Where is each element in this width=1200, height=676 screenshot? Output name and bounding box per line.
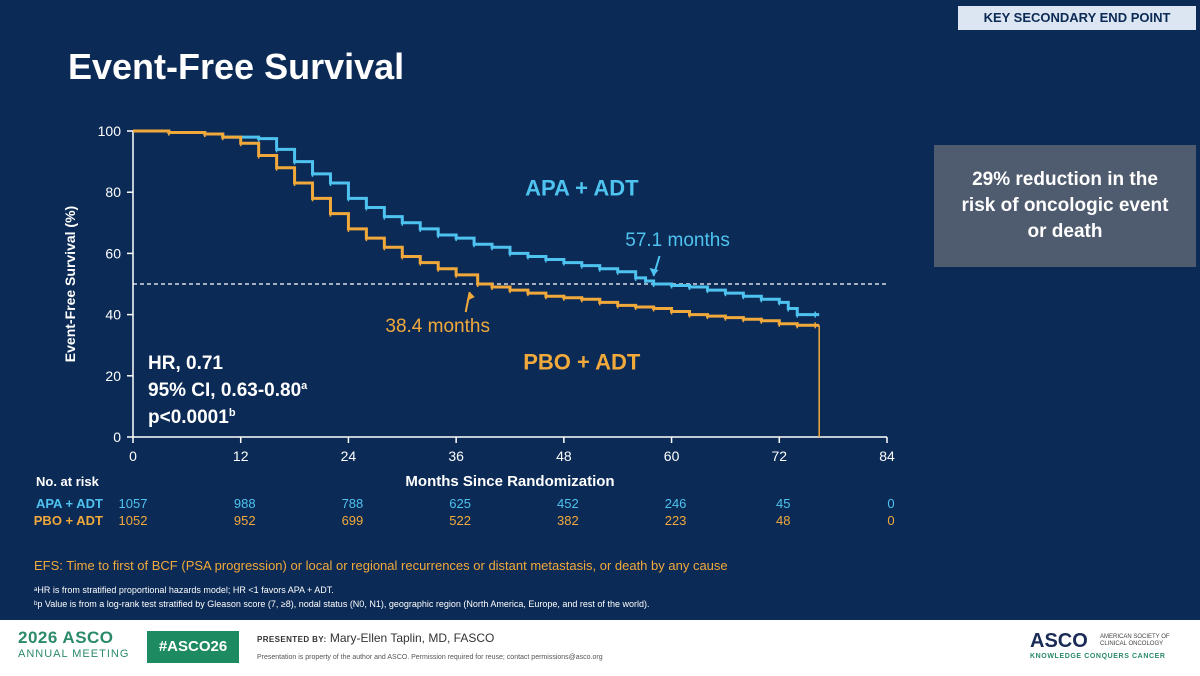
y-tick-label: 40: [105, 307, 121, 323]
hazard-reduction-callout: 29% reduction in the risk of oncologic e…: [934, 145, 1196, 267]
stats-box: HR, 0.71 95% CI, 0.63-0.80a p<0.0001b: [148, 353, 308, 428]
y-tick-label: 20: [105, 368, 121, 384]
risk-row-label: PBO + ADT: [34, 513, 103, 528]
annotation-arrowhead: [649, 268, 659, 276]
y-tick-label: 80: [105, 184, 121, 200]
x-tick-label: 0: [129, 448, 137, 464]
efs-definition: EFS: Time to first of BCF (PSA progressi…: [34, 558, 728, 573]
chart-labels: APA + ADT PBO + ADT 57.1 months 38.4 months: [385, 175, 729, 374]
risk-value: 699: [342, 513, 364, 528]
y-tick-label: 60: [105, 245, 121, 261]
footer: 2026 ASCO ANNUAL MEETING #ASCO26 PRESENT…: [0, 620, 1200, 676]
org-full-name: AMERICAN SOCIETY OF CLINICAL ONCOLOGY: [1100, 634, 1170, 647]
series-label: APA + ADT: [525, 175, 639, 200]
risk-value: 522: [449, 513, 471, 528]
annotation-label: 57.1 months: [625, 230, 730, 251]
presented-by-label: PRESENTED BY:: [257, 635, 327, 644]
risk-value: 0: [887, 513, 894, 528]
series-label: PBO + ADT: [523, 350, 641, 375]
x-axis-label: Months Since Randomization: [405, 473, 614, 490]
risk-value: 382: [557, 513, 579, 528]
x-tick-label: 72: [771, 448, 787, 464]
y-tick-label: 0: [113, 429, 121, 445]
p-value-text: p<0.0001b: [148, 407, 236, 428]
y-tick-label: 100: [98, 123, 122, 139]
km-chart: 0 20 40 60 80 100 0 12 24 36 48 60 72 84 Months Since …: [34, 123, 895, 609]
risk-value: 1057: [119, 496, 148, 511]
end-point-badge: KEY SECONDARY END POINT: [958, 6, 1196, 30]
x-tick-label: 12: [233, 448, 249, 464]
hashtag-badge: #ASCO26: [147, 631, 239, 663]
risk-value: 0: [887, 496, 894, 511]
risk-value: 45: [776, 496, 790, 511]
risk-value: 1052: [119, 513, 148, 528]
risk-value: 952: [234, 513, 256, 528]
slide-title: Event-Free Survival: [68, 46, 405, 87]
presenter-name: Mary-Ellen Taplin, MD, FASCO: [329, 631, 495, 645]
risk-value: 788: [342, 496, 364, 511]
risk-value: 625: [449, 496, 471, 511]
meeting-logo: 2026 ASCO ANNUAL MEETING: [18, 628, 129, 660]
risk-value: 48: [776, 513, 790, 528]
risk-table: No. at risk APA + ADT 1057 988 788 625 452 246 4…: [34, 474, 895, 528]
x-tick-label: 36: [448, 448, 464, 464]
presenter-line: PRESENTED BY: Mary-Ellen Taplin, MD, FAS…: [257, 631, 494, 645]
x-tick-label: 24: [341, 448, 357, 464]
org-tagline: KNOWLEDGE CONQUERS CANCER: [1030, 653, 1166, 660]
km-curve-apa-adt: [133, 129, 816, 317]
risk-value: 223: [665, 513, 687, 528]
risk-value: 452: [557, 496, 579, 511]
footnote-b: ᵇp Value is from a log-rank test stratif…: [34, 599, 649, 609]
asco-logo: ASCO AMERICAN SOCIETY OF CLINICAL ONCOLO…: [1030, 630, 1190, 660]
meeting-year: 2026 ASCO: [18, 628, 114, 647]
risk-value: 246: [665, 496, 687, 511]
y-axis-label: Event-Free Survival (%): [62, 206, 78, 362]
x-tick-label: 84: [879, 448, 895, 464]
ci-text: 95% CI, 0.63-0.80a: [148, 380, 308, 401]
chart-axes: 0 20 40 60 80 100 0 12 24 36 48 60 72 84 Months Since …: [62, 123, 895, 490]
km-curve-pbo-adt: [133, 129, 816, 327]
hr-text: HR, 0.71: [148, 353, 223, 374]
risk-row-label: APA + ADT: [36, 496, 103, 511]
annotation-label: 38.4 months: [385, 316, 490, 337]
meeting-name: ANNUAL MEETING: [18, 648, 130, 660]
x-tick-label: 48: [556, 448, 572, 464]
org-name: ASCO: [1030, 630, 1088, 652]
disclaimer: Presentation is property of the author a…: [257, 654, 603, 661]
footnote-a: ᵃHR is from stratified proportional haza…: [34, 585, 334, 595]
slide: KEY SECONDARY END POINT Event-Free Survi…: [33, 6, 1196, 609]
annotation-arrowhead: [466, 292, 475, 301]
risk-table-heading: No. at risk: [36, 474, 100, 489]
chart-curves: [133, 129, 820, 437]
risk-value: 988: [234, 496, 256, 511]
x-tick-label: 60: [664, 448, 680, 464]
